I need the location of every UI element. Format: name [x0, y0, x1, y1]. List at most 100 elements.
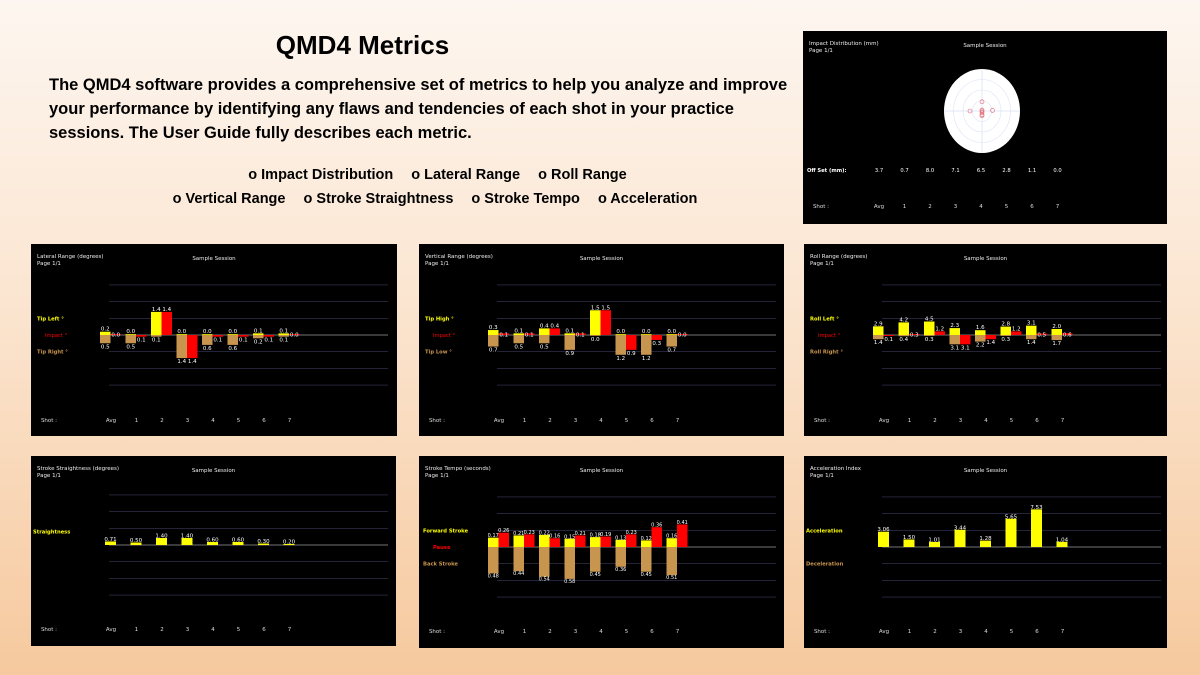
- value-label: 1.4: [177, 359, 186, 365]
- offset-value: 2.8: [1002, 168, 1010, 174]
- bar-impact: [110, 334, 121, 335]
- panel-title: Impact Distribution (mm): [809, 41, 879, 47]
- shot-tick-label: 4: [599, 629, 603, 635]
- value-label: 1.4: [162, 307, 171, 313]
- bar-negative: [564, 335, 575, 350]
- bar-impact: [498, 333, 509, 335]
- vertical-range-chart: Tip High °Impact °Tip Low °0.30.70.10.10…: [425, 284, 776, 424]
- offset-label: Off Set (mm):: [807, 168, 847, 174]
- value-label: 1.4: [188, 359, 197, 365]
- value-label: 0.9: [627, 351, 636, 357]
- bar-impact: [289, 334, 300, 335]
- value-label: 0.1: [279, 328, 288, 334]
- bar-forward-stroke: [590, 537, 601, 547]
- stroke-straightness-chart: Straightness 0.71 0.50 1.40 1.40 0.60 0.60 0.30…: [33, 494, 388, 633]
- legend-straightness: Straightness: [33, 529, 70, 535]
- bar-straightness: [105, 541, 116, 545]
- value-label: 1.5: [601, 305, 610, 311]
- value-label: 0.3: [1001, 337, 1010, 343]
- value-label: 1.40: [181, 534, 194, 540]
- bar-impact: [575, 333, 586, 335]
- value-label: 1.4: [152, 307, 161, 313]
- bar-impact: [626, 335, 637, 350]
- value-label: 0.1: [884, 337, 893, 343]
- shot-tick-label: 5: [237, 627, 241, 633]
- value-label: 0.2: [101, 327, 110, 333]
- bar-pause: [651, 527, 662, 547]
- value-label: 0.16: [666, 534, 677, 540]
- roll-range-chart: Roll Left °Impact °Roll Right °2.91.40.1…: [810, 284, 1161, 424]
- bar-positive: [488, 330, 499, 335]
- impact-distribution-panel: Impact Distribution (mm) Page 1/1 Sample…: [803, 31, 1167, 224]
- legend-back-stroke: Back Stroke: [423, 562, 458, 568]
- value-label: 1.2: [1012, 326, 1021, 332]
- value-label: 0.71: [104, 537, 116, 543]
- bar-pause: [549, 538, 560, 547]
- page-indicator: Page 1/1: [37, 261, 61, 267]
- shot-tick-label: 5: [625, 418, 629, 424]
- legend-deceleration: Deceleration: [806, 562, 844, 568]
- bar-impact: [212, 335, 223, 337]
- bar-impact: [549, 328, 560, 335]
- shot-tick-label: 2: [548, 418, 552, 424]
- value-label: 4.2: [899, 317, 908, 323]
- value-label: 3.1: [961, 345, 970, 351]
- value-label: 0.0: [678, 333, 687, 339]
- legend-tip-negative: Roll Right °: [810, 350, 843, 356]
- bar-forward-stroke: [513, 535, 524, 547]
- value-label: 1.7: [1052, 341, 1061, 347]
- lateral-range-chart: Tip Left °Impact °Tip Right °0.20.50.00.…: [37, 284, 388, 424]
- bar-positive: [176, 334, 187, 335]
- bar-negative: [590, 335, 601, 336]
- shot-tick-label: 6: [650, 629, 654, 635]
- bar-negative: [513, 335, 524, 344]
- offset-value: 6.5: [977, 168, 985, 174]
- value-label: 0.1: [137, 338, 146, 344]
- value-label: 0.5: [1037, 333, 1046, 339]
- value-label: 0.17: [488, 533, 499, 539]
- value-label: 1.01: [928, 537, 940, 543]
- shot-tick-label: 6: [262, 418, 266, 424]
- shot-tick-label: 2: [928, 204, 932, 210]
- shot-axis-label: Shot :: [814, 418, 830, 424]
- value-label: 0.4: [540, 323, 549, 329]
- bar-impact: [524, 333, 535, 335]
- shot-tick-label: 7: [676, 629, 680, 635]
- value-label: 0.18: [590, 533, 601, 539]
- bar-pause: [524, 534, 535, 547]
- bar-positive: [949, 328, 960, 335]
- legend-tip-positive: Tip Left °: [37, 316, 64, 322]
- value-label: 0.1: [565, 328, 574, 334]
- offset-value: 7.1: [951, 168, 959, 174]
- value-label: 0.0: [591, 337, 600, 343]
- shot-tick-label: 3: [954, 204, 958, 210]
- page-title: QMD4 Metrics: [275, 30, 450, 60]
- shot-tick-label: 1: [908, 629, 912, 635]
- session-name: Sample Session: [963, 43, 1007, 49]
- legend-impact: Impact °: [433, 333, 456, 339]
- bar-acceleration: [980, 540, 991, 547]
- value-label: 0.2: [254, 339, 263, 345]
- page-indicator: Page 1/1: [810, 473, 834, 479]
- value-label: 0.20: [283, 540, 296, 546]
- value-label: 1.04: [1056, 537, 1069, 543]
- roll-range-panel: Roll Range (degrees) Page 1/1 Sample Ses…: [804, 244, 1167, 436]
- bar-negative: [666, 335, 677, 347]
- acceleration-panel: Acceleration Index Page 1/1 Sample Sessi…: [804, 456, 1167, 648]
- session-name: Sample Session: [192, 256, 236, 262]
- bar-negative: [1026, 335, 1037, 340]
- session-name: Sample Session: [191, 468, 236, 474]
- bar-negative: [488, 335, 499, 347]
- bar-impact: [1036, 333, 1047, 335]
- value-label: 0.0: [126, 329, 135, 335]
- value-label: 1.2: [935, 326, 944, 332]
- value-label: 1.5: [591, 305, 600, 311]
- bar-negative: [615, 335, 626, 355]
- shot-tick-label: 4: [984, 629, 988, 635]
- value-label: 1.50: [903, 535, 916, 541]
- bar-impact: [1062, 333, 1073, 335]
- shot-tick-label: 3: [959, 418, 963, 424]
- value-label: 0.44: [513, 571, 524, 577]
- shot-tick-label: 7: [1061, 418, 1065, 424]
- bar-forward-stroke: [539, 534, 550, 547]
